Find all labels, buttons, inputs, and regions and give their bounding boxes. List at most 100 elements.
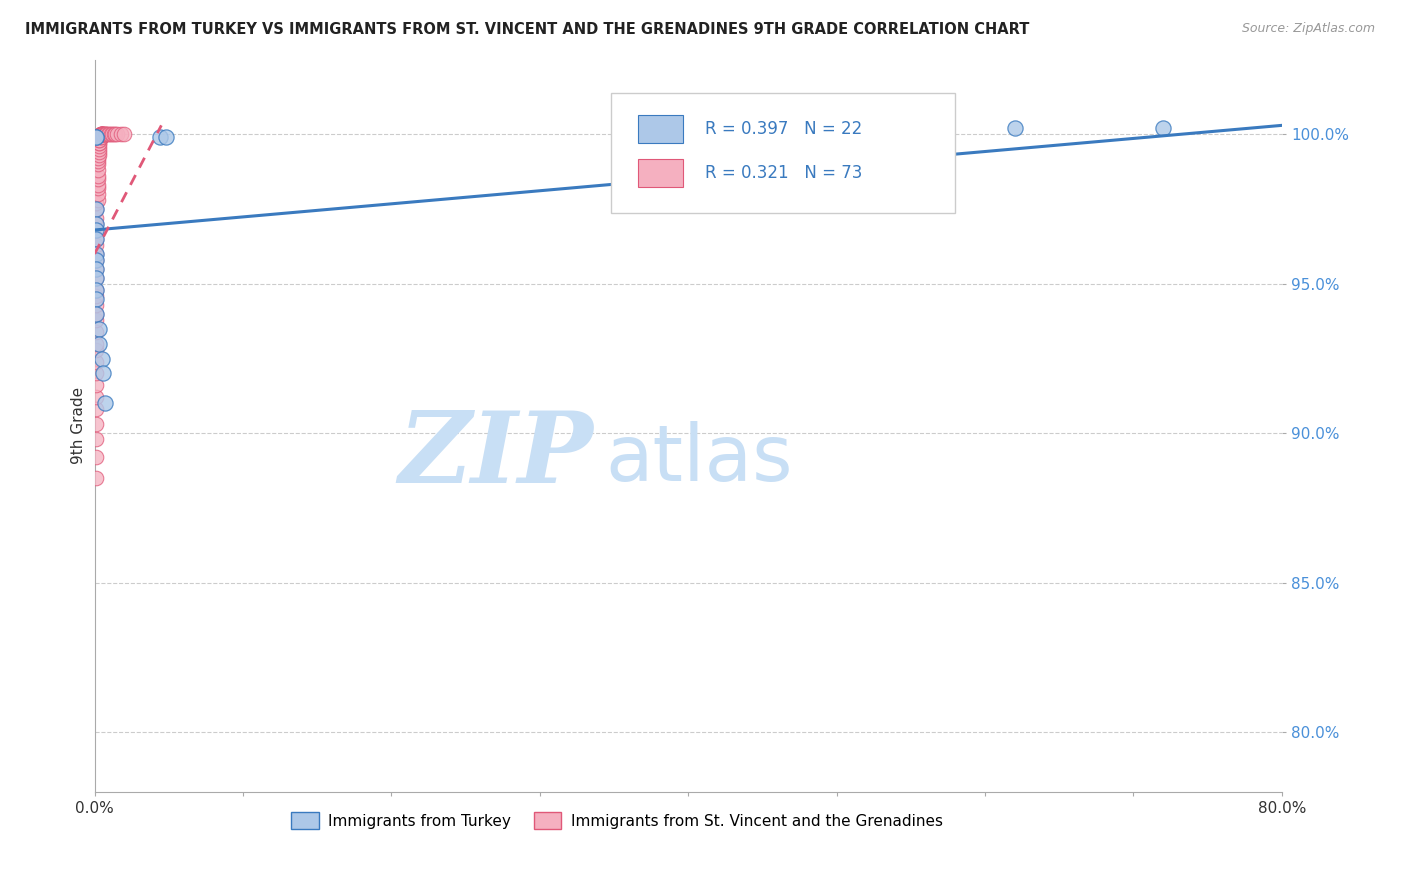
Point: [86, 154, 108, 169]
Point: [103, 128, 125, 142]
Point: [101, 128, 124, 142]
Point: [91, 128, 114, 142]
Point: [91, 351, 114, 366]
Bar: [638, 159, 683, 187]
Point: [84, 196, 107, 211]
Point: [84, 247, 107, 261]
Point: [84, 367, 107, 381]
Y-axis label: 9th Grade: 9th Grade: [72, 387, 86, 465]
Point: [91, 128, 114, 142]
Text: R = 0.397   N = 22: R = 0.397 N = 22: [704, 120, 862, 138]
Point: [89, 128, 111, 142]
Point: [105, 128, 128, 142]
Point: [84, 432, 107, 446]
Point: [84, 217, 107, 231]
Point: [86, 187, 108, 202]
Point: [89, 128, 111, 142]
Point: [84, 202, 107, 216]
Point: [89, 130, 111, 145]
Point: [84, 130, 107, 145]
Point: [84, 298, 107, 312]
Point: [84, 325, 107, 339]
Point: [84, 270, 107, 285]
Point: [94, 128, 117, 142]
Point: [84, 270, 107, 285]
Point: [1004, 121, 1026, 136]
Point: [1152, 121, 1174, 136]
Point: [155, 130, 177, 145]
Point: [84, 283, 107, 297]
Point: [84, 283, 107, 297]
Point: [96, 128, 118, 142]
Point: [97, 128, 120, 142]
Point: [84, 202, 107, 216]
Point: [91, 128, 114, 142]
Point: [94, 128, 117, 142]
Point: [84, 378, 107, 392]
Point: [87, 136, 110, 151]
Point: [93, 367, 115, 381]
Text: R = 0.321   N = 73: R = 0.321 N = 73: [704, 164, 862, 182]
Point: [84, 417, 107, 432]
Point: [86, 181, 108, 195]
Point: [87, 336, 110, 351]
Point: [91, 128, 114, 142]
Point: [112, 128, 135, 142]
Point: [84, 223, 107, 237]
Text: atlas: atlas: [605, 421, 793, 497]
Point: [84, 261, 107, 276]
Point: [86, 151, 108, 165]
Point: [84, 307, 107, 321]
Point: [84, 261, 107, 276]
Point: [84, 354, 107, 368]
Point: [84, 336, 107, 351]
Point: [89, 128, 111, 142]
Point: [87, 139, 110, 153]
Point: [84, 238, 107, 252]
Point: [93, 128, 115, 142]
Point: [89, 130, 111, 145]
Point: [84, 223, 107, 237]
Point: [87, 148, 110, 162]
Point: [87, 142, 110, 156]
Point: [96, 128, 118, 142]
Point: [93, 128, 115, 142]
Point: [84, 289, 107, 303]
Point: [84, 232, 107, 246]
Point: [84, 450, 107, 465]
Point: [110, 128, 132, 142]
Point: [98, 128, 121, 142]
Point: [149, 130, 172, 145]
Point: [87, 133, 110, 147]
Point: [86, 172, 108, 186]
Point: [84, 252, 107, 267]
Point: [84, 402, 107, 417]
Point: [94, 396, 117, 410]
Point: [84, 307, 107, 321]
Point: [87, 321, 110, 335]
Point: [104, 128, 127, 142]
Bar: [638, 115, 683, 143]
Point: [84, 232, 107, 246]
Point: [86, 193, 108, 207]
Point: [89, 128, 111, 142]
Point: [87, 130, 110, 145]
Point: [84, 247, 107, 261]
Point: [84, 217, 107, 231]
Point: [86, 163, 108, 178]
Point: [86, 169, 108, 184]
Point: [100, 128, 122, 142]
Point: [86, 178, 108, 193]
Point: [84, 343, 107, 357]
Point: [84, 130, 107, 145]
Text: ZIP: ZIP: [398, 407, 593, 503]
Point: [87, 133, 110, 147]
Point: [93, 128, 115, 142]
Point: [84, 471, 107, 485]
Point: [84, 390, 107, 404]
FancyBboxPatch shape: [612, 93, 955, 213]
Point: [84, 312, 107, 326]
Legend: Immigrants from Turkey, Immigrants from St. Vincent and the Grenadines: Immigrants from Turkey, Immigrants from …: [285, 805, 949, 836]
Text: IMMIGRANTS FROM TURKEY VS IMMIGRANTS FROM ST. VINCENT AND THE GRENADINES 9TH GRA: IMMIGRANTS FROM TURKEY VS IMMIGRANTS FRO…: [25, 22, 1029, 37]
Point: [84, 292, 107, 306]
